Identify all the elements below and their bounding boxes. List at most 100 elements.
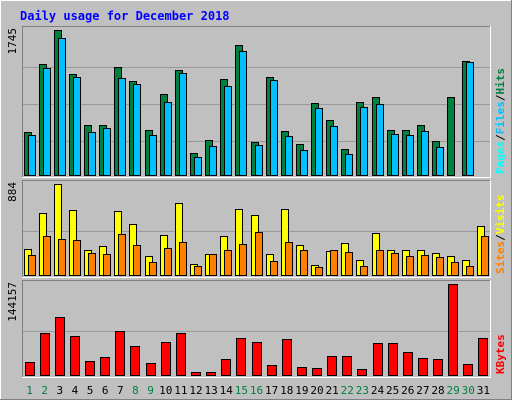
bar-kbytes-28 — [433, 359, 443, 376]
legend-separator: / — [494, 94, 507, 101]
bar-sites-29 — [451, 262, 459, 276]
bar-sites-20 — [315, 267, 323, 276]
bar-sites-19 — [300, 250, 308, 276]
bar-kbytes-27 — [418, 358, 428, 376]
bar-sites-16 — [255, 232, 263, 276]
bar-kbytes-18 — [282, 339, 292, 376]
x-tick-label: 16 — [250, 384, 263, 397]
bar-sites-1 — [28, 255, 36, 276]
bar-sites-6 — [103, 254, 111, 276]
bar-files-15 — [239, 51, 247, 176]
bar-sites-30 — [466, 266, 474, 276]
bar-files-30 — [466, 62, 474, 176]
bar-files-7 — [118, 78, 126, 176]
x-tick-label: 28 — [431, 384, 444, 397]
x-tick-label: 15 — [235, 384, 248, 397]
x-tick-label: 17 — [265, 384, 278, 397]
bar-kbytes-14 — [221, 359, 231, 376]
bar-kbytes-6 — [100, 357, 110, 376]
panel-middle-legend: Sites/Visits — [494, 195, 507, 275]
bar-kbytes-25 — [388, 343, 398, 376]
x-tick-label: 5 — [87, 384, 94, 397]
legend-visits: Visits — [494, 195, 507, 235]
x-tick-label: 20 — [310, 384, 323, 397]
bar-kbytes-19 — [297, 367, 307, 376]
chart-panels: 1745Pages/Files/Hits884Sites/Visits14415… — [6, 26, 507, 378]
bar-files-13 — [209, 146, 217, 176]
bar-kbytes-11 — [176, 333, 186, 376]
bar-sites-7 — [118, 234, 126, 276]
x-tick-label: 26 — [401, 384, 414, 397]
bar-files-18 — [285, 136, 293, 176]
chart-title: Daily usage for December 2018 — [20, 9, 230, 23]
bar-kbytes-23 — [357, 369, 367, 376]
bar-sites-12 — [194, 266, 202, 276]
x-tick-label: 14 — [220, 384, 234, 397]
bar-kbytes-13 — [206, 372, 216, 376]
bar-kbytes-9 — [146, 363, 156, 376]
bar-hits-29 — [447, 97, 455, 176]
x-tick-label: 8 — [132, 384, 139, 397]
bar-files-10 — [164, 102, 172, 176]
bar-sites-26 — [406, 256, 414, 276]
bar-sites-17 — [270, 261, 278, 276]
bar-kbytes-5 — [85, 361, 95, 376]
bar-kbytes-22 — [342, 356, 352, 376]
bar-sites-15 — [239, 244, 247, 276]
legend-hits: Hits — [494, 68, 507, 95]
bar-files-9 — [149, 135, 157, 176]
bar-kbytes-16 — [252, 342, 262, 376]
legend-kbytes: KBytes — [494, 334, 507, 374]
bar-sites-24 — [376, 250, 384, 276]
bar-kbytes-3 — [55, 317, 65, 376]
panel-top-axis-max: 1745 — [6, 28, 19, 55]
x-axis-labels: 1 2 3 4 5 6 7 8 9 10 11 12 13 14 15 16 17 18 19 20 21 22 23 24 2… — [26, 384, 490, 397]
panel-top: 1745 Pages/Files/Hits — [6, 26, 507, 178]
bar-files-4 — [73, 77, 81, 176]
bar-files-6 — [103, 128, 111, 176]
bar-files-16 — [255, 145, 263, 176]
bar-sites-10 — [164, 248, 172, 276]
x-tick-label: 23 — [356, 384, 369, 397]
x-tick-label: 18 — [280, 384, 293, 397]
panel-bottom: 144157 KBytes — [6, 280, 507, 378]
panel-middle: 884 Sites/Visits — [6, 180, 507, 278]
bar-files-28 — [436, 147, 444, 176]
bar-files-2 — [43, 68, 51, 176]
bar-kbytes-4 — [70, 336, 80, 376]
x-tick-label: 31 — [477, 384, 490, 397]
bar-sites-23 — [360, 266, 368, 276]
bar-files-5 — [88, 132, 96, 176]
bar-kbytes-12 — [191, 372, 201, 376]
legend-sites: Sites — [494, 241, 507, 274]
bar-kbytes-10 — [161, 342, 171, 376]
x-tick-label: 4 — [72, 384, 79, 397]
bar-files-20 — [315, 108, 323, 176]
x-tick-label: 29 — [447, 384, 460, 397]
bar-sites-2 — [43, 236, 51, 276]
bar-files-14 — [224, 86, 232, 176]
legend-separator: / — [494, 234, 507, 241]
bar-sites-22 — [345, 252, 353, 276]
bar-sites-28 — [436, 257, 444, 276]
legend-files: Files — [494, 101, 507, 134]
bar-files-12 — [194, 157, 202, 176]
x-tick-label: 6 — [102, 384, 109, 397]
panel-bottom-axis-max: 144157 — [6, 282, 19, 322]
bar-sites-9 — [149, 262, 157, 276]
bar-kbytes-31 — [478, 338, 488, 376]
bar-files-3 — [58, 38, 66, 176]
bar-files-17 — [270, 80, 278, 176]
x-tick-label: 1 — [26, 384, 33, 397]
bar-kbytes-7 — [115, 331, 125, 376]
bar-sites-8 — [133, 245, 141, 276]
x-tick-label: 25 — [386, 384, 399, 397]
x-tick-label: 13 — [204, 384, 217, 397]
bar-sites-13 — [209, 254, 217, 276]
bar-kbytes-21 — [327, 356, 337, 376]
bar-files-24 — [376, 104, 384, 176]
x-tick-label: 19 — [295, 384, 308, 397]
panel-top-legend: Pages/Files/Hits — [494, 68, 507, 174]
bar-kbytes-24 — [373, 343, 383, 376]
